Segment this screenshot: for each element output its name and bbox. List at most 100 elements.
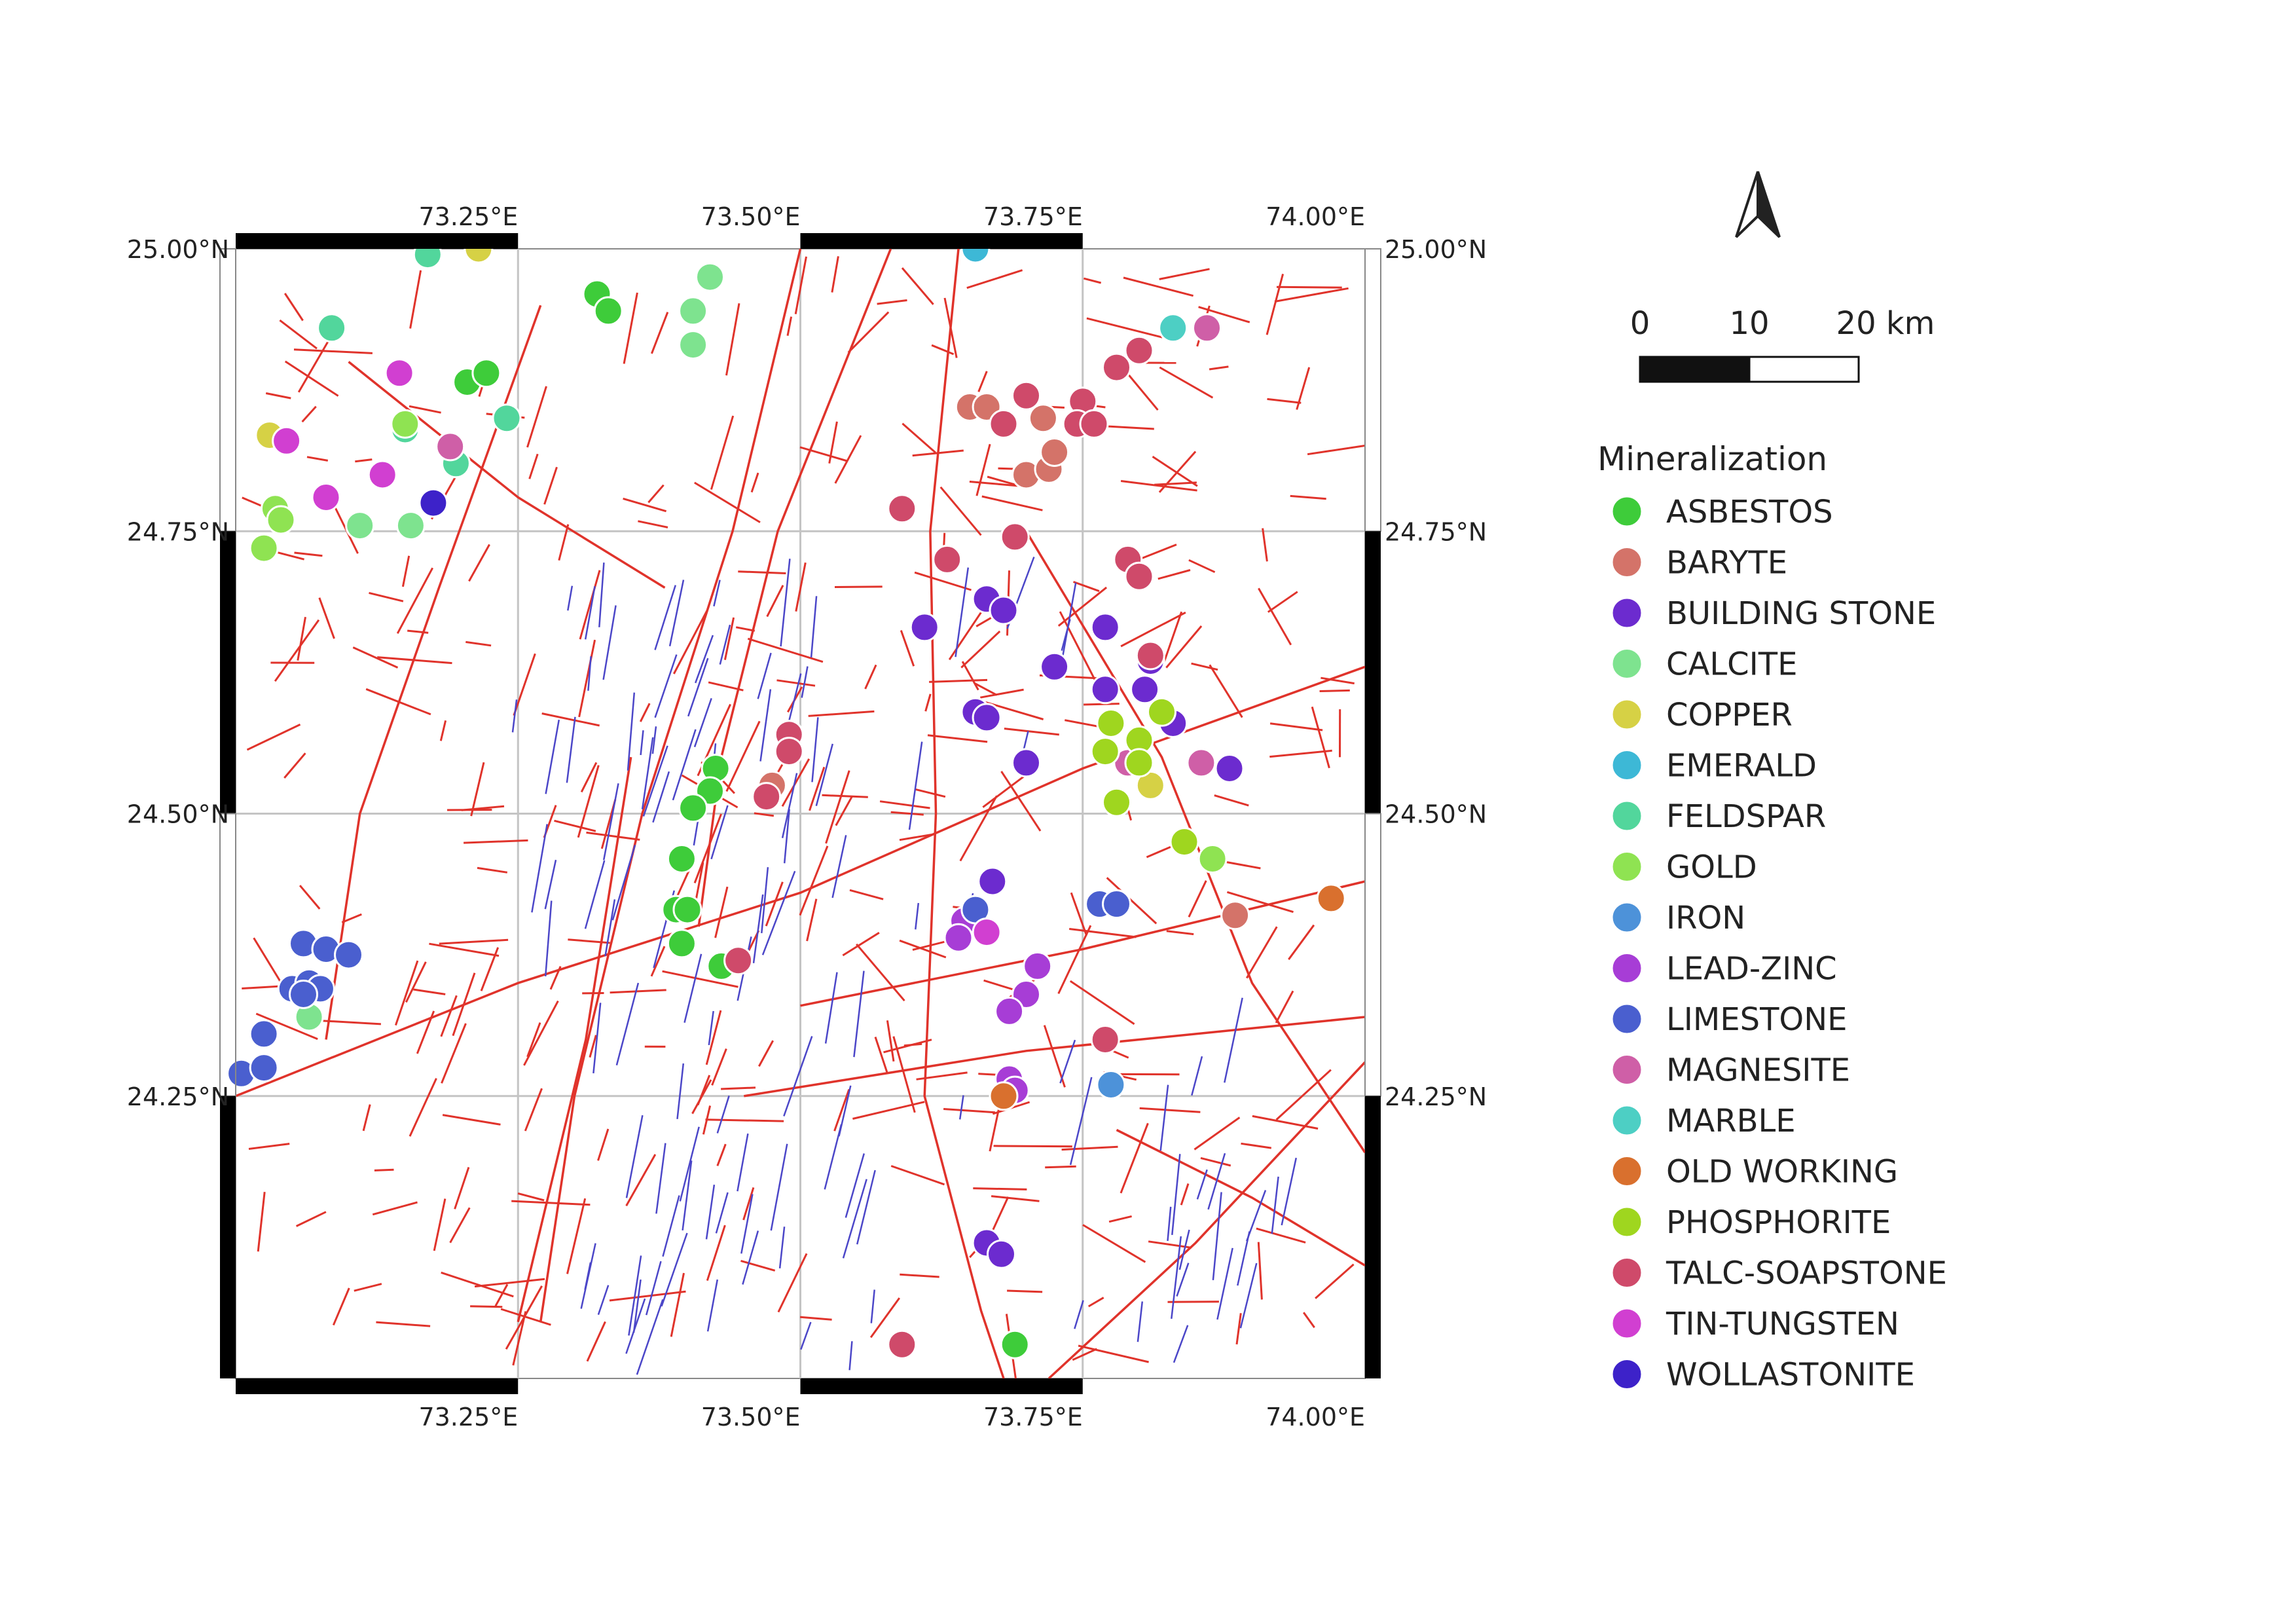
- site-marker-building-stone[interactable]: [1011, 748, 1041, 778]
- site-marker-magnesite[interactable]: [1192, 313, 1222, 343]
- site-marker-gold[interactable]: [249, 533, 279, 563]
- site-marker-tin-tungsten[interactable]: [384, 358, 414, 388]
- legend-label: BARYTE: [1666, 545, 1787, 581]
- site-marker-phosphorite[interactable]: [1096, 709, 1126, 738]
- legend-item-emerald[interactable]: EMERALD: [1611, 748, 1817, 784]
- site-marker-calcite[interactable]: [695, 262, 725, 292]
- legend-item-building-stone[interactable]: BUILDING STONE: [1611, 595, 1936, 632]
- site-marker-phosphorite[interactable]: [1102, 787, 1131, 817]
- dyke-segment: [705, 1185, 716, 1240]
- site-marker-iron[interactable]: [1096, 1070, 1126, 1099]
- site-marker-talc-soapstone[interactable]: [1124, 561, 1154, 591]
- site-marker-lead-zinc[interactable]: [1023, 951, 1053, 981]
- site-marker-building-stone[interactable]: [1090, 674, 1120, 705]
- site-marker-marble[interactable]: [1158, 313, 1188, 343]
- site-marker-phosphorite[interactable]: [1147, 697, 1176, 727]
- site-marker-asbestos[interactable]: [471, 358, 501, 388]
- site-marker-talc-soapstone[interactable]: [1000, 522, 1030, 552]
- site-marker-baryte[interactable]: [1028, 403, 1058, 434]
- site-marker-calcite[interactable]: [678, 330, 708, 360]
- site-marker-phosphorite[interactable]: [1169, 827, 1199, 857]
- site-marker-gold[interactable]: [1197, 844, 1228, 874]
- legend-item-feldspar[interactable]: FELDSPAR: [1611, 798, 1826, 835]
- site-marker-tin-tungsten[interactable]: [272, 426, 302, 456]
- legend-item-baryte[interactable]: BARYTE: [1611, 545, 1787, 581]
- site-marker-magnesite[interactable]: [1186, 748, 1216, 778]
- site-marker-building-stone[interactable]: [987, 1239, 1016, 1269]
- site-marker-talc-soapstone[interactable]: [1102, 352, 1131, 382]
- site-marker-old-working[interactable]: [1316, 883, 1346, 913]
- site-marker-asbestos[interactable]: [666, 844, 697, 874]
- legend-item-iron[interactable]: IRON: [1611, 900, 1745, 936]
- site-marker-asbestos[interactable]: [593, 296, 623, 326]
- site-marker-gold[interactable]: [266, 505, 296, 535]
- site-marker-building-stone[interactable]: [1214, 754, 1245, 783]
- site-marker-limestone[interactable]: [1102, 889, 1131, 919]
- site-marker-talc-soapstone[interactable]: [989, 409, 1019, 439]
- site-marker-tin-tungsten[interactable]: [311, 483, 341, 512]
- site-marker-talc-soapstone[interactable]: [723, 946, 754, 976]
- legend-item-old-working[interactable]: OLD WORKING: [1611, 1154, 1898, 1190]
- legend-item-talc-soapstone[interactable]: TALC-SOAPSTONE: [1611, 1255, 1947, 1292]
- site-marker-asbestos[interactable]: [1000, 1329, 1030, 1359]
- legend-item-phosphorite[interactable]: PHOSPHORITE: [1611, 1204, 1891, 1241]
- site-marker-limestone[interactable]: [289, 980, 318, 1009]
- site-marker-talc-soapstone[interactable]: [1135, 640, 1165, 671]
- fault-segment: [1087, 1297, 1104, 1308]
- site-marker-tin-tungsten[interactable]: [972, 917, 1002, 948]
- site-marker-magnesite[interactable]: [435, 432, 465, 462]
- site-marker-lead-zinc[interactable]: [994, 996, 1025, 1026]
- site-marker-baryte[interactable]: [1220, 900, 1250, 931]
- site-marker-lead-zinc[interactable]: [943, 923, 974, 953]
- site-marker-calcite[interactable]: [678, 296, 708, 326]
- fault-segment: [549, 966, 562, 990]
- site-marker-talc-soapstone[interactable]: [1090, 1025, 1120, 1054]
- site-marker-talc-soapstone[interactable]: [1011, 380, 1041, 411]
- site-marker-talc-soapstone[interactable]: [752, 782, 782, 812]
- legend-item-limestone[interactable]: LIMESTONE: [1611, 1001, 1847, 1038]
- site-marker-wollastonite[interactable]: [418, 488, 448, 518]
- site-marker-feldspar[interactable]: [492, 403, 522, 434]
- site-marker-building-stone[interactable]: [909, 612, 939, 642]
- site-marker-calcite[interactable]: [395, 511, 426, 541]
- site-marker-talc-soapstone[interactable]: [774, 737, 804, 767]
- fault-line: [539, 248, 802, 1322]
- fault-segment: [1194, 1116, 1241, 1151]
- legend-item-marble[interactable]: MARBLE: [1611, 1103, 1796, 1139]
- site-marker-building-stone[interactable]: [1130, 674, 1160, 705]
- site-marker-building-stone[interactable]: [989, 595, 1019, 625]
- site-marker-building-stone[interactable]: [972, 703, 1002, 733]
- site-marker-baryte[interactable]: [1040, 437, 1070, 467]
- site-marker-tin-tungsten[interactable]: [367, 460, 397, 490]
- legend-item-copper[interactable]: COPPER: [1611, 697, 1793, 733]
- site-marker-feldspar[interactable]: [317, 313, 347, 343]
- site-marker-calcite[interactable]: [345, 511, 375, 541]
- site-marker-talc-soapstone[interactable]: [887, 1329, 917, 1359]
- site-marker-gold[interactable]: [390, 409, 420, 439]
- site-marker-building-stone[interactable]: [1090, 612, 1120, 642]
- site-marker-talc-soapstone[interactable]: [1079, 409, 1109, 439]
- site-marker-building-stone[interactable]: [1040, 652, 1070, 682]
- site-marker-limestone[interactable]: [334, 940, 363, 970]
- site-marker-talc-soapstone[interactable]: [1124, 335, 1154, 365]
- site-marker-old-working[interactable]: [989, 1081, 1019, 1111]
- legend-item-lead-zinc[interactable]: LEAD-ZINC: [1611, 951, 1837, 987]
- site-marker-asbestos[interactable]: [678, 793, 708, 823]
- fault-segment: [275, 551, 304, 561]
- legend-item-asbestos[interactable]: ASBESTOS: [1611, 494, 1833, 530]
- site-marker-talc-soapstone[interactable]: [887, 494, 917, 524]
- legend-item-magnesite[interactable]: MAGNESITE: [1611, 1052, 1850, 1089]
- site-marker-phosphorite[interactable]: [1090, 737, 1120, 767]
- site-marker-talc-soapstone[interactable]: [932, 544, 962, 574]
- site-marker-phosphorite[interactable]: [1124, 748, 1154, 778]
- site-marker-limestone[interactable]: [249, 1019, 279, 1049]
- site-marker-asbestos[interactable]: [666, 929, 697, 959]
- site-marker-building-stone[interactable]: [977, 866, 1008, 896]
- legend-item-gold[interactable]: GOLD: [1611, 849, 1757, 886]
- legend-item-calcite[interactable]: CALCITE: [1611, 646, 1797, 683]
- dyke-segment: [531, 824, 548, 913]
- site-marker-asbestos[interactable]: [672, 895, 702, 925]
- legend-item-wollastonite[interactable]: WOLLASTONITE: [1611, 1357, 1915, 1393]
- site-marker-limestone[interactable]: [249, 1053, 279, 1083]
- legend-item-tin-tungsten[interactable]: TIN-TUNGSTEN: [1611, 1306, 1899, 1342]
